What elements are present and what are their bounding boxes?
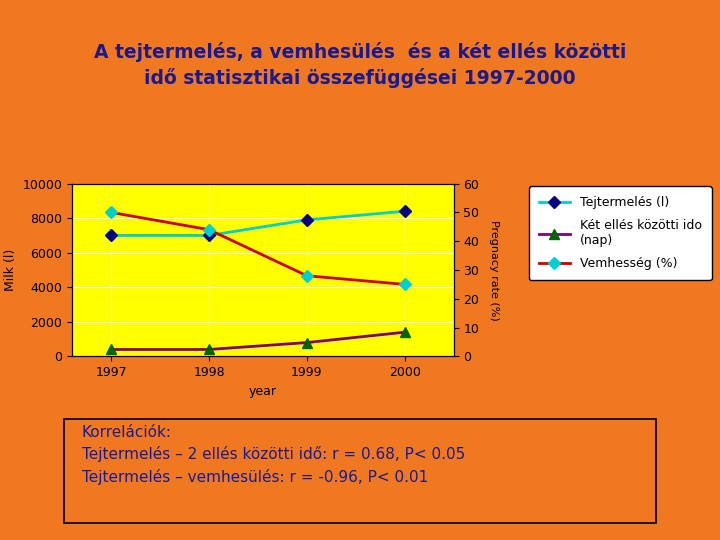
Legend: Tejtermelés (l), Két ellés közötti ido
(nap), Vemhesség (%): Tejtermelés (l), Két ellés közötti ido (…: [528, 186, 712, 280]
FancyBboxPatch shape: [63, 418, 657, 523]
Y-axis label: Pregnacy rate (%): Pregnacy rate (%): [489, 220, 499, 320]
Text: Korrelációk:
Tejtermelés – 2 ellés közötti idő: r = 0.68, P< 0.05
Tejtermelés – : Korrelációk: Tejtermelés – 2 ellés közöt…: [82, 424, 465, 485]
Y-axis label: Milk (l): Milk (l): [4, 249, 17, 291]
X-axis label: year: year: [249, 384, 276, 397]
Text: A tejtermelés, a vemhesülés  és a két ellés közötti
idő statisztikai összefüggés: A tejtermelés, a vemhesülés és a két ell…: [94, 42, 626, 88]
